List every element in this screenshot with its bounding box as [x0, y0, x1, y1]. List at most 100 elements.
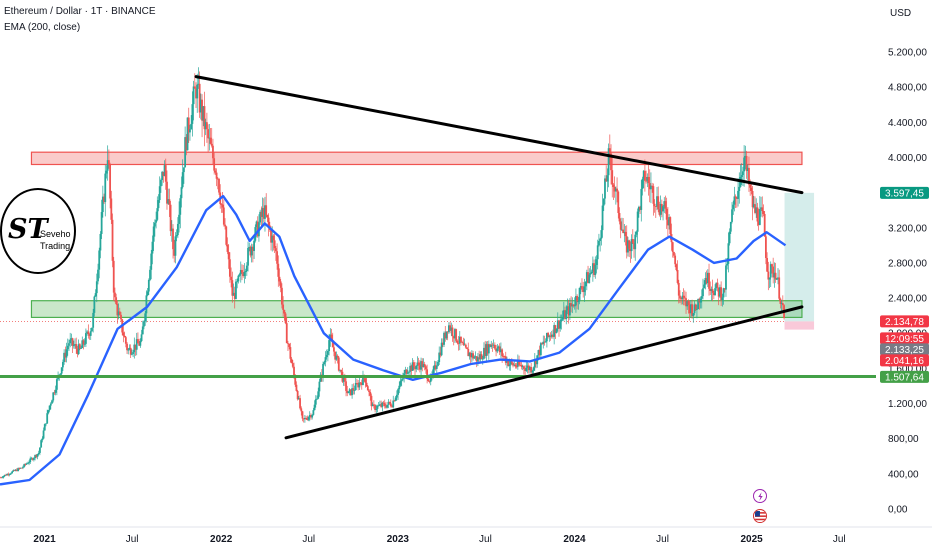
- price-axis-panel[interactable]: [876, 0, 932, 550]
- candle-body: [277, 263, 280, 277]
- candle-body: [521, 366, 524, 368]
- candle-body: [544, 341, 547, 343]
- candle-body: [498, 346, 501, 353]
- candle-body: [666, 219, 669, 226]
- candle-body: [450, 327, 453, 331]
- candle-body: [495, 348, 497, 352]
- candle-body: [305, 417, 308, 420]
- candle-body: [18, 468, 21, 470]
- candle-body: [176, 223, 179, 236]
- candle-body: [572, 304, 575, 307]
- candle-body: [608, 148, 611, 154]
- candle-body: [470, 353, 473, 358]
- target-zone-box[interactable]: [784, 192, 815, 322]
- candle-body: [366, 386, 369, 391]
- candle-body: [697, 298, 700, 310]
- candle-body: [191, 104, 194, 124]
- candle-body: [62, 361, 64, 368]
- candle-body: [611, 170, 614, 185]
- candle-body: [386, 404, 389, 408]
- resistance-zone[interactable]: [30, 151, 803, 166]
- candle-body: [122, 332, 125, 336]
- candle-body: [358, 382, 361, 388]
- candle-body: [763, 213, 766, 237]
- candle-body: [326, 350, 329, 355]
- candle-body: [501, 349, 504, 357]
- candle-body: [774, 272, 777, 280]
- candle-body: [63, 352, 66, 362]
- us-flag-icon[interactable]: [753, 509, 767, 523]
- candle-body: [526, 365, 529, 368]
- candle-body: [598, 240, 600, 246]
- candle-body: [479, 354, 482, 360]
- x-tick-label: 2025: [740, 534, 763, 545]
- candle-body: [614, 188, 617, 192]
- support-zone[interactable]: [30, 300, 803, 319]
- candle-body: [228, 259, 231, 277]
- candle-body: [683, 297, 686, 299]
- candle-body: [146, 291, 149, 296]
- candle-body: [323, 362, 326, 364]
- candle-body: [243, 272, 246, 277]
- candle-body: [304, 417, 306, 420]
- candle-body: [542, 341, 545, 345]
- candle-body: [458, 336, 461, 344]
- candle-body: [89, 331, 92, 336]
- candle-body: [156, 208, 159, 220]
- logo-name-line2: Trading: [40, 241, 71, 251]
- candle-body: [162, 171, 165, 176]
- candle-body: [532, 367, 535, 371]
- candle-body: [335, 355, 338, 360]
- candle-body: [374, 405, 376, 410]
- candle-body: [456, 340, 459, 344]
- candle-body: [180, 187, 183, 199]
- candle-body: [644, 170, 646, 181]
- candle-body: [674, 255, 677, 265]
- ema-200-line[interactable]: [0, 194, 787, 486]
- candle-body: [527, 365, 530, 371]
- candle-body: [566, 306, 569, 311]
- candle-body: [197, 83, 200, 85]
- candle-body: [295, 384, 298, 391]
- candle-body: [25, 463, 28, 465]
- lightning-icon[interactable]: [753, 489, 767, 503]
- candle-body: [613, 186, 616, 192]
- candle-body: [760, 207, 762, 210]
- candle-body: [310, 415, 312, 418]
- indicator-legend[interactable]: EMA (200, close): [4, 22, 81, 33]
- candle-body: [232, 292, 235, 296]
- candle-body: [654, 206, 657, 207]
- candle-body: [640, 188, 643, 210]
- candle-body: [589, 273, 592, 275]
- candle-body: [410, 365, 413, 371]
- candle-body: [745, 155, 748, 171]
- candle-body: [716, 282, 719, 288]
- candle-body: [380, 404, 383, 407]
- candle-body: [729, 221, 732, 232]
- candle-body: [255, 221, 258, 228]
- candle-body: [464, 344, 467, 348]
- candle-body: [702, 288, 704, 297]
- candle-body: [425, 366, 427, 370]
- y-tick-label: 5.200,00: [888, 48, 927, 59]
- candle-body: [481, 358, 484, 360]
- trendline-lower[interactable]: [284, 305, 804, 440]
- candle-body: [319, 374, 322, 382]
- trendline-upper[interactable]: [194, 75, 804, 195]
- candle-body: [627, 240, 629, 253]
- candle-body: [619, 221, 622, 230]
- stop-zone-box[interactable]: [784, 321, 815, 330]
- candle-body: [399, 380, 402, 386]
- candle-body: [624, 231, 627, 237]
- candle-body: [754, 204, 756, 213]
- candle-body: [318, 381, 321, 392]
- candle-body: [316, 398, 318, 400]
- candle-body: [766, 257, 769, 272]
- candle-body: [17, 468, 20, 472]
- candle-body: [371, 404, 374, 407]
- candle-body: [610, 153, 612, 171]
- candle-body: [673, 251, 675, 256]
- candle-body: [740, 175, 743, 177]
- candle-body: [628, 240, 631, 249]
